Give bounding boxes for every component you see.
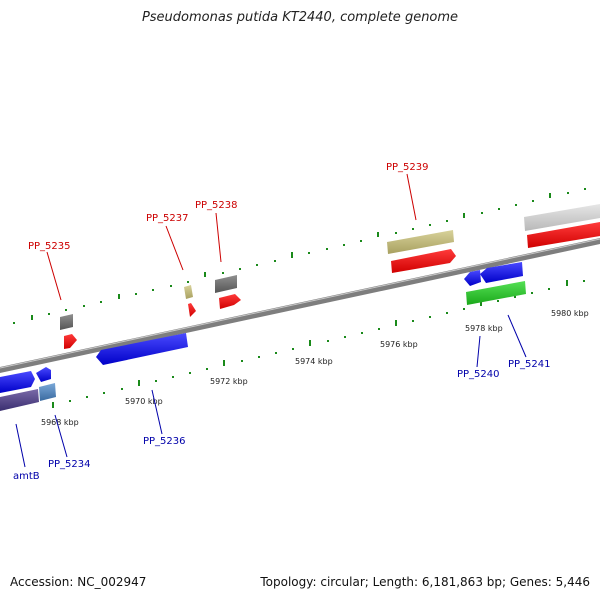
scale-label: 5978 kbp xyxy=(465,324,503,333)
gene-pp-5239-red[interactable] xyxy=(391,249,456,273)
gene-label[interactable]: PP_5235 xyxy=(28,241,71,252)
top-strand-genes xyxy=(60,204,600,349)
gene-left-blue-small[interactable] xyxy=(36,367,51,382)
gene-label[interactable]: PP_5241 xyxy=(508,359,551,370)
gene-pp-5238-red[interactable] xyxy=(219,294,241,309)
gene-pp-5235-gray[interactable] xyxy=(60,314,73,330)
gene-right-light[interactable] xyxy=(524,204,600,231)
gene-pp-5234[interactable] xyxy=(39,383,56,401)
gene-labels-top: PP_5235 PP_5237 PP_5238 PP_5239 xyxy=(28,162,429,252)
scale-label: 5974 kbp xyxy=(295,357,333,366)
gene-right-red[interactable] xyxy=(527,222,600,248)
gene-label[interactable]: PP_5240 xyxy=(457,369,500,380)
gene-label[interactable]: PP_5239 xyxy=(386,162,429,173)
gene-label[interactable]: PP_5237 xyxy=(146,213,189,224)
leader-lines-top xyxy=(46,173,417,301)
scale-label: 5968 kbp xyxy=(41,418,79,427)
gene-pp-5240-green[interactable] xyxy=(466,281,526,305)
gene-pp-5235-red[interactable] xyxy=(64,334,77,349)
gene-label[interactable]: PP_5234 xyxy=(48,459,91,470)
gene-pp-5236[interactable] xyxy=(96,333,188,365)
scale-label: 5980 kbp xyxy=(551,309,589,318)
gene-label[interactable]: PP_5238 xyxy=(195,200,238,211)
leader-lines-bottom xyxy=(15,314,527,468)
gene-pp-5237-red[interactable] xyxy=(188,303,196,317)
map-title: Pseudomonas putida KT2440, complete geno… xyxy=(141,10,459,25)
scale-label: 5976 kbp xyxy=(380,340,418,349)
gene-label[interactable]: PP_5236 xyxy=(143,436,186,447)
bottom-ruler xyxy=(52,280,585,408)
bottom-strand-genes xyxy=(0,262,526,411)
gene-pp-5237-khaki[interactable] xyxy=(184,285,193,299)
backbone xyxy=(0,238,600,373)
gene-pp-5241[interactable] xyxy=(480,262,523,283)
gene-pp-5240-a[interactable] xyxy=(464,270,481,286)
gene-pp-5238-gray[interactable] xyxy=(215,275,237,293)
genome-summary-text: Topology: circular; Length: 6,181,863 bp… xyxy=(260,575,590,589)
top-ruler xyxy=(13,188,586,324)
scale-labels: 5968 kbp 5970 kbp 5972 kbp 5974 kbp 5976… xyxy=(41,309,589,427)
scale-label: 5972 kbp xyxy=(210,377,248,386)
gene-amtb[interactable] xyxy=(0,389,39,411)
scale-label: 5970 kbp xyxy=(125,397,163,406)
gene-labels-bottom: amtB PP_5234 PP_5236 PP_5240 PP_5241 xyxy=(13,359,551,482)
gene-pp-5239-khaki[interactable] xyxy=(387,230,454,254)
accession-text: Accession: NC_002947 xyxy=(10,575,147,589)
gene-left-blue[interactable] xyxy=(0,371,35,393)
gene-label[interactable]: amtB xyxy=(13,471,40,482)
